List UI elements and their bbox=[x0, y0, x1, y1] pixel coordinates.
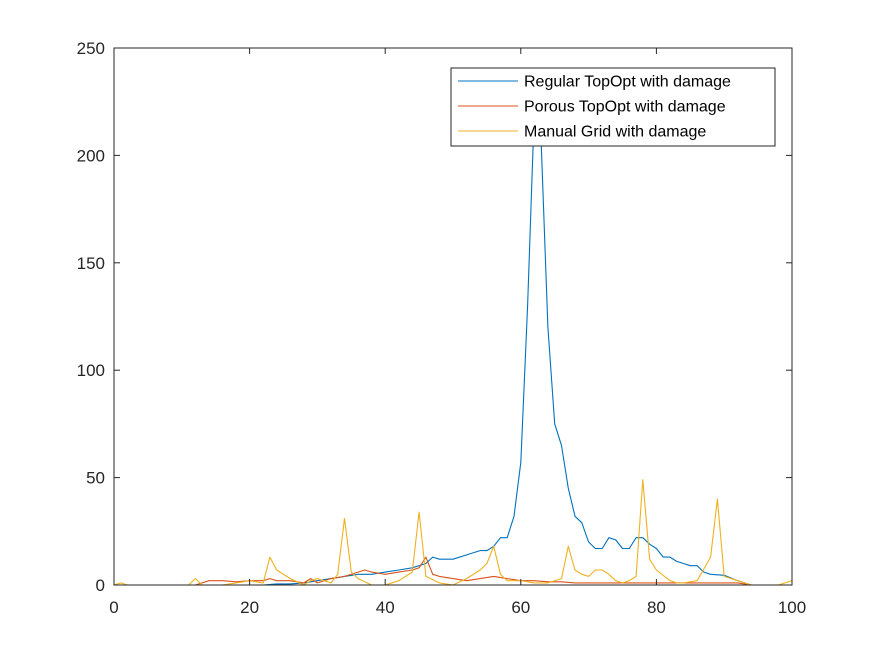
x-tick-label: 100 bbox=[778, 598, 806, 617]
x-tick-label: 40 bbox=[376, 598, 395, 617]
y-tick-label: 200 bbox=[77, 146, 105, 165]
x-tick-label: 0 bbox=[109, 598, 118, 617]
axes-box bbox=[113, 47, 793, 586]
x-tick-label: 60 bbox=[511, 598, 530, 617]
axes: 0 20 40 60 80 100 0 50 100 150 200 250 bbox=[77, 39, 807, 617]
series-line-3 bbox=[114, 479, 792, 585]
x-tick-label: 80 bbox=[647, 598, 666, 617]
legend-label-1: Regular TopOpt with damage bbox=[524, 74, 731, 91]
legend: Regular TopOpt with damage Porous TopOpt … bbox=[450, 67, 776, 147]
y-tick-label: 150 bbox=[77, 254, 105, 273]
legend-label-2: Porous TopOpt with damage bbox=[524, 99, 726, 116]
y-tick-label: 50 bbox=[86, 469, 105, 488]
y-tick-label: 100 bbox=[77, 361, 105, 380]
legend-label-3: Manual Grid with damage bbox=[524, 124, 706, 141]
y-tick-label: 250 bbox=[77, 39, 105, 58]
y-tick-label: 0 bbox=[96, 576, 105, 595]
x-tick-label: 20 bbox=[240, 598, 259, 617]
series-line-2 bbox=[114, 556, 792, 585]
